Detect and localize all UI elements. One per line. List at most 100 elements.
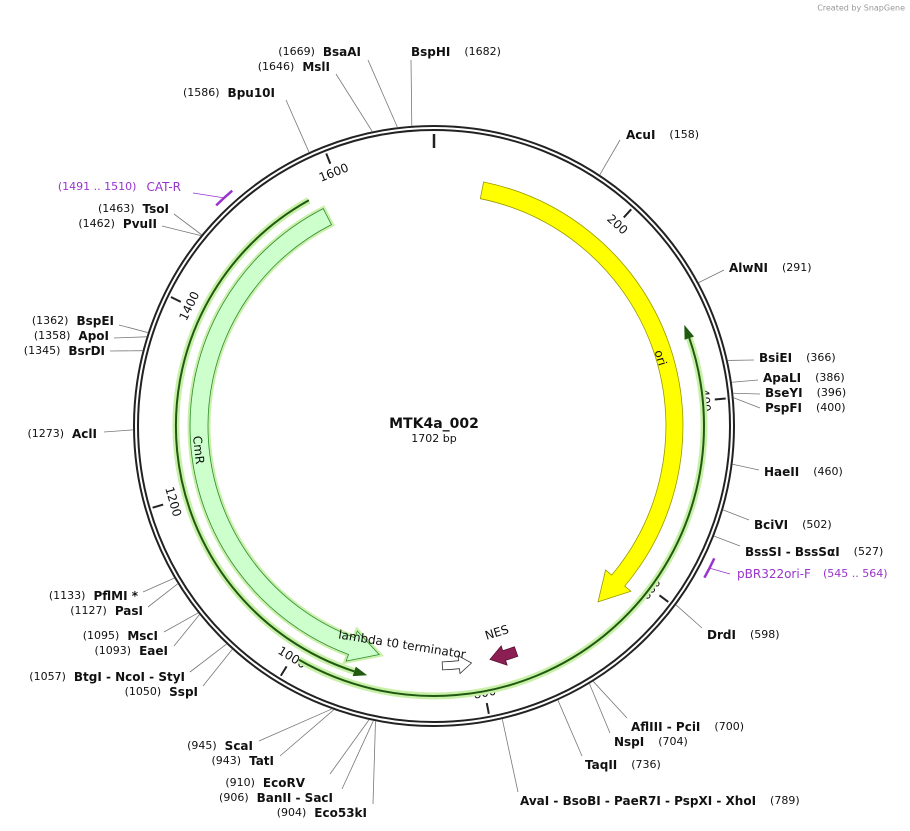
primer [215, 189, 234, 207]
site-name: Bpu10I [228, 86, 275, 100]
site-line [557, 700, 583, 757]
site-position: (736) [631, 758, 661, 771]
site-position: (704) [658, 735, 688, 748]
site-name: BanII - SacI [257, 791, 333, 805]
tick-label: 1600 [317, 160, 351, 184]
site-label: (1050) SspI [125, 685, 198, 699]
site-label: (943) TatI [211, 754, 274, 768]
site-label: AvaI - BsoBI - PaeR7I - PspXI - XhoI (789… [520, 794, 800, 808]
tick [714, 397, 726, 401]
site-label: (910) EcoRV [225, 776, 305, 790]
site-line [713, 535, 741, 547]
tick [658, 594, 669, 603]
site-position: (400) [816, 401, 846, 414]
site-label: (1127) PasI [70, 604, 143, 618]
site-name: AcuI [626, 128, 655, 142]
site-position: (1669) [278, 45, 315, 58]
site-name: BciVI [754, 518, 788, 532]
site-name: NspI [614, 735, 644, 749]
site-line [367, 59, 398, 128]
tick [170, 296, 182, 303]
site-position: (1646) [258, 60, 295, 73]
site-line [335, 73, 373, 132]
tick [623, 208, 632, 219]
site-label: BseYI (396) [765, 386, 846, 400]
site-name: AflIII - PciI [631, 720, 700, 734]
site-position: (396) [817, 386, 847, 399]
credit: Created by SnapGene [817, 4, 905, 13]
site-position: (1682) [464, 45, 501, 58]
site-name: PflMI * [93, 589, 138, 603]
site-position: (910) [225, 776, 255, 789]
backbone-outer [133, 125, 735, 727]
feature-nes [489, 645, 519, 666]
tick [485, 702, 490, 715]
site-position: (1133) [49, 589, 86, 602]
site-line [733, 392, 761, 395]
site-label: (1345) BsrDI [24, 344, 105, 358]
feature-ori [479, 181, 684, 603]
site-name: ScaI [225, 739, 253, 753]
site-name: BtgI - NcoI - StyI [74, 670, 185, 684]
site-name: MscI [127, 629, 158, 643]
site-line [258, 708, 332, 742]
site-name: BsiEI [759, 351, 792, 365]
site-position: (789) [770, 794, 800, 807]
tick [152, 503, 164, 509]
site-name: EcoRV [263, 776, 306, 790]
site-line [113, 336, 147, 339]
site-name: TatI [249, 754, 274, 768]
site-position: (1050) [125, 685, 162, 698]
site-position: (1462) [78, 217, 115, 230]
site-line [372, 721, 376, 805]
site-label: (1057) BtgI - NcoI - StyI [29, 670, 185, 684]
site-name: AvaI - BsoBI - PaeR7I - PspXI - XhoI [520, 794, 756, 808]
site-name: PasI [115, 604, 143, 618]
site-label: (1273) AclI [27, 427, 97, 441]
site-name: AclI [72, 427, 97, 441]
site-line [189, 643, 227, 673]
site-position: (904) [277, 806, 307, 819]
site-line [202, 649, 233, 687]
primer-name: pBR322ori-F [737, 567, 811, 581]
site-position: (1463) [98, 202, 135, 215]
site-name: BspEI [76, 314, 114, 328]
site-name: BsrDI [68, 344, 105, 358]
site-name: BsaAI [323, 45, 361, 59]
site-name: BspHI [411, 45, 450, 59]
plasmid-length: 1702 bp [411, 432, 456, 445]
site-name: PspFI [765, 401, 802, 415]
primer-name: CAT-R [146, 180, 181, 194]
site-label: (904) Eco53kI [277, 806, 367, 820]
site-line [731, 379, 759, 383]
site-name: ApoI [78, 329, 109, 343]
site-label: (1463) TsoI [98, 202, 169, 216]
site-line [410, 59, 413, 126]
site-label: BspHI (1682) [411, 45, 501, 59]
site-name: MslI [302, 60, 330, 74]
feature-label: CmR [190, 435, 207, 465]
site-line [698, 269, 725, 283]
feature-cmr [189, 208, 380, 662]
site-position: (291) [782, 261, 812, 274]
site-position: (1586) [183, 86, 220, 99]
primer [703, 557, 716, 579]
site-line [161, 225, 201, 237]
site-line [592, 681, 628, 719]
site-label: (1093) EaeI [95, 644, 168, 658]
primer-leader [192, 192, 225, 199]
site-label: (1095) MscI [83, 629, 158, 643]
site-label: AcuI (158) [626, 128, 699, 142]
site-label: (945) ScaI [187, 739, 253, 753]
site-label: ApaLI (386) [763, 371, 845, 385]
site-label: BsiEI (366) [759, 351, 836, 365]
site-position: (1345) [24, 344, 61, 357]
site-position: (158) [669, 128, 699, 141]
site-name: Eco53kI [314, 806, 367, 820]
site-line [675, 604, 703, 629]
site-line [142, 577, 175, 593]
site-line [118, 324, 148, 333]
site-line [599, 139, 621, 175]
site-line [341, 720, 374, 790]
site-position: (1095) [83, 629, 120, 642]
